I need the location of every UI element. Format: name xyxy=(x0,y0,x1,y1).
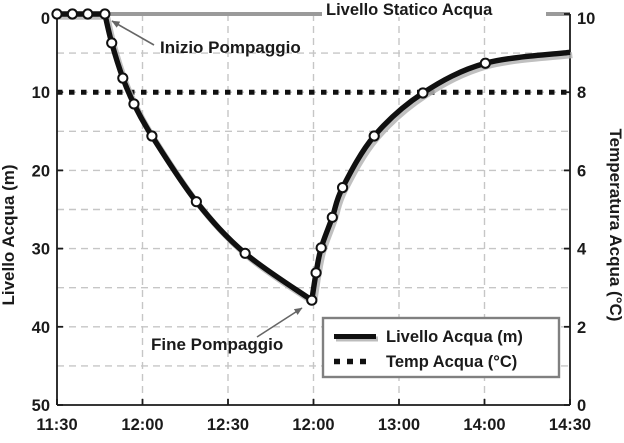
axes xyxy=(56,13,571,406)
annotation-arrow xyxy=(111,20,155,46)
annotation-arrow xyxy=(256,307,303,338)
y-left-tick-label: 30 xyxy=(32,241,50,259)
y-right-tick-label: 2 xyxy=(577,319,586,337)
data-point-marker xyxy=(315,242,327,254)
annotation-text: Fine Pompaggio xyxy=(151,335,283,354)
data-point-marker xyxy=(190,196,202,208)
y-left-axis-title: Livello Acqua (m) xyxy=(0,164,18,305)
y-left-tick-label: 40 xyxy=(32,319,50,337)
data-point-marker xyxy=(82,8,94,20)
legend-item-label: Temp Acqua (°C) xyxy=(386,353,517,371)
annotation-text: Inizio Pompaggio xyxy=(160,38,301,57)
x-tick-label: 14:30 xyxy=(549,416,591,434)
legend-item-label: Livello Acqua (m) xyxy=(386,328,523,346)
y-right-axis-title: Temperatura Acqua (°C) xyxy=(606,129,624,322)
data-point-marker xyxy=(310,267,322,279)
y-right-tick-label: 6 xyxy=(577,162,586,180)
data-point-marker xyxy=(146,130,158,142)
x-tick-label: 12:00 xyxy=(292,416,334,434)
y-left-tick-label: 10 xyxy=(32,84,50,102)
data-point-marker xyxy=(417,87,429,99)
data-point-marker xyxy=(336,182,349,194)
legend-box xyxy=(321,316,561,379)
y-right-tick-label: 4 xyxy=(577,241,587,259)
data-point-marker xyxy=(99,8,111,20)
data-point-marker xyxy=(368,130,380,142)
x-tick-label: 12:00 xyxy=(121,416,163,434)
y-right-tick-label: 0 xyxy=(577,397,586,415)
data-point-marker xyxy=(117,72,129,84)
data-point-marker xyxy=(128,98,140,110)
x-tick-label: 14:00 xyxy=(463,416,505,434)
x-tick-label: 11:30 xyxy=(36,416,77,434)
x-tick-label: 13:00 xyxy=(378,416,420,434)
y-right-tick-label: 10 xyxy=(577,10,595,28)
legend: Livello Acqua (m) Temp Acqua (°C) xyxy=(321,316,561,379)
annotation-fine-pompaggio: Fine Pompaggio xyxy=(151,307,303,354)
data-point-marker xyxy=(66,8,78,20)
annotation-inizio-pompaggio: Inizio Pompaggio xyxy=(111,20,301,57)
y-left-tick-label: 0 xyxy=(41,10,50,28)
static-label-bg xyxy=(322,1,546,17)
data-point-marker xyxy=(51,8,63,20)
y-right-tick-label: 8 xyxy=(577,84,586,102)
y-left-tick-label: 20 xyxy=(32,162,50,180)
data-point-marker xyxy=(239,247,251,259)
data-point-marker xyxy=(326,211,338,223)
x-tick-label: 12:30 xyxy=(207,416,249,434)
data-point-marker xyxy=(306,294,318,306)
data-point-marker xyxy=(106,37,118,49)
static-water-level-label: Livello Statico Acqua xyxy=(326,1,493,19)
y-left-tick-label: 50 xyxy=(32,397,50,415)
data-markers xyxy=(51,8,491,306)
data-point-marker xyxy=(479,57,491,69)
